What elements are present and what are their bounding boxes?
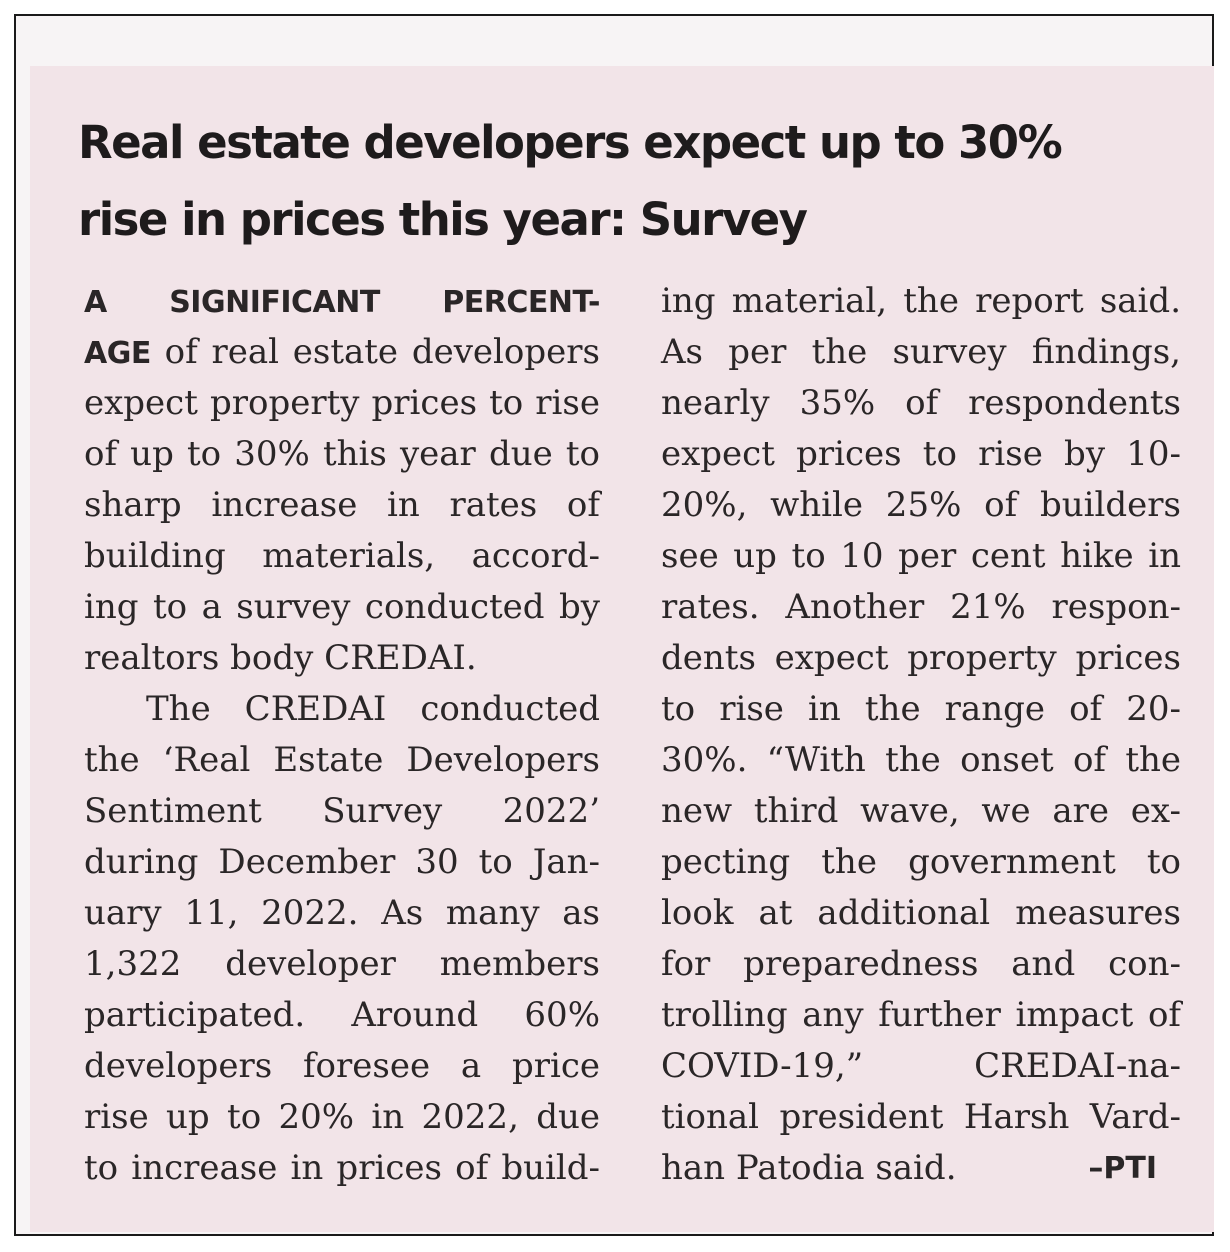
body-line: to rise in the range of 20- bbox=[661, 689, 1181, 729]
headline: Real estate developers expect up to 30% … bbox=[78, 104, 1178, 258]
body-line: 1,322 developer members bbox=[84, 944, 600, 984]
body-line: sharp increase in rates of bbox=[84, 485, 600, 525]
body-line: 30%. “With the onset of the bbox=[661, 740, 1181, 780]
signoff-line: han Patodia said. –PTI bbox=[661, 1143, 1181, 1194]
body-line: ing material, the report said. bbox=[661, 281, 1181, 321]
body-line: to increase in prices of build- bbox=[84, 1148, 600, 1188]
body-line: for preparedness and con- bbox=[661, 944, 1181, 984]
newspaper-clipping bbox=[30, 66, 1214, 1232]
headline-line: rise in prices this year: Survey bbox=[78, 193, 808, 246]
body-line: expect prices to rise by 10- bbox=[661, 434, 1181, 474]
body-line: nearly 35% of respondents bbox=[661, 383, 1181, 423]
body-line: As per the survey findings, bbox=[661, 332, 1181, 372]
body-line: participated. Around 60% bbox=[84, 995, 600, 1035]
body-line: new third wave, we are ex- bbox=[661, 791, 1181, 831]
body-line: Sentiment Survey 2022’ bbox=[84, 791, 600, 831]
body-line: look at additional measures bbox=[661, 893, 1181, 933]
body-line: A SIGNIFICANT PERCENT- bbox=[84, 276, 601, 327]
byline: –PTI bbox=[1088, 1151, 1157, 1186]
body-line: trolling any further impact of bbox=[661, 995, 1181, 1035]
body-line: COVID-19,” CREDAI-na- bbox=[661, 1046, 1181, 1086]
body-text: of real estate developers bbox=[150, 332, 600, 372]
body-line: pecting the government to bbox=[661, 842, 1181, 882]
body-line: of up to 30% this year due to bbox=[84, 434, 600, 474]
body-line: The CREDAI conducted bbox=[146, 689, 600, 729]
body-text: han Patodia said. bbox=[661, 1148, 957, 1188]
body-line: the ‘Real Estate Developers bbox=[84, 740, 600, 780]
body-line: rise up to 20% in 2022, due bbox=[84, 1097, 600, 1137]
body-line: dents expect property prices bbox=[661, 638, 1181, 678]
body-line: ing to a survey conducted by bbox=[84, 587, 600, 627]
headline-line: Real estate developers expect up to 30% bbox=[78, 116, 1063, 169]
body-line: expect property prices to rise bbox=[84, 383, 600, 423]
lead-in: A SIGNIFICANT PERCENT- bbox=[84, 285, 601, 320]
lead-in: AGE bbox=[84, 336, 151, 371]
body-line: 20%, while 25% of builders bbox=[661, 485, 1181, 525]
body-line: rates. Another 21% respon- bbox=[661, 587, 1181, 627]
body-line: see up to 10 per cent hike in bbox=[661, 536, 1181, 576]
body-line: uary 11, 2022. As many as bbox=[84, 893, 600, 933]
body-line: building materials, accord- bbox=[84, 536, 600, 576]
body-line: realtors body CREDAI. bbox=[84, 638, 477, 678]
left-column: A SIGNIFICANT PERCENT- AGE of real estat… bbox=[84, 276, 601, 1194]
right-column: ing material, the report said. As per th… bbox=[661, 276, 1181, 1194]
body-line: during December 30 to Jan- bbox=[84, 842, 600, 882]
body-line: tional president Harsh Vard- bbox=[661, 1097, 1181, 1137]
body-line: AGE of real estate developers bbox=[84, 327, 600, 378]
body-line: developers foresee a price bbox=[84, 1046, 600, 1086]
